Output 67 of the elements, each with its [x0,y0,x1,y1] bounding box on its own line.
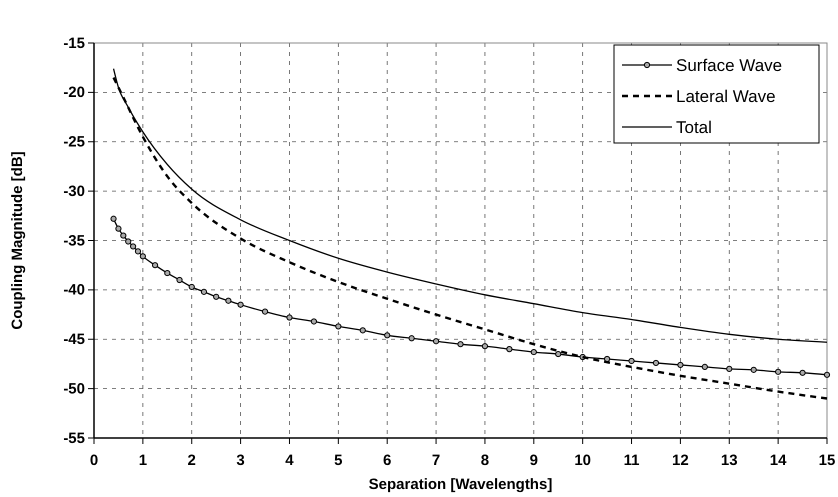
y-axis-title: Coupling Magnitude [dB] [9,151,26,330]
point [262,308,268,315]
x-tick-label: 6 [383,452,392,469]
y-tick-label: -40 [63,282,85,299]
x-tick-label: 12 [672,452,689,469]
x-tick-label: 4 [285,452,294,469]
y-tick-label: -15 [63,34,85,52]
point [152,262,158,268]
point [432,338,440,344]
y-tick-label: -35 [63,232,85,250]
point [125,238,132,245]
point [176,276,183,284]
y-tick-label: -55 [63,430,85,447]
point [457,341,464,348]
point [286,314,293,321]
x-tick-label: 10 [574,452,592,469]
x-tick-label: 5 [334,452,343,469]
x-tick-label: 7 [432,452,440,469]
y-tick-label: -45 [63,331,85,348]
point [677,362,684,368]
point [213,294,220,300]
y-tick-label: -20 [63,84,85,102]
point [555,350,562,358]
point [750,366,757,373]
x-axis-title: Separation [Wavelengths] [368,476,552,493]
point [164,270,170,276]
point [110,216,117,222]
y-tick-label: -30 [63,182,85,200]
point [225,298,232,304]
point [408,335,415,342]
point [200,288,208,295]
x-tick-label: 15 [818,452,836,469]
point [188,284,195,290]
point [506,346,512,352]
point [628,358,635,364]
point [120,232,126,239]
point [824,372,830,378]
x-tick-label: 14 [770,452,788,469]
point [799,370,806,376]
point [310,318,317,325]
legend-label: Total [676,118,712,137]
legend-label: Surface Wave [676,56,782,75]
point [775,368,782,375]
y-tick-label: -50 [63,380,85,398]
x-tick-label: 13 [720,452,738,469]
point [360,327,366,334]
point [130,243,136,250]
point [726,366,732,372]
point [335,323,342,330]
x-tick-label: 9 [530,452,538,469]
legend-label: Lateral Wave [676,87,776,106]
point [384,332,390,338]
point [482,343,488,350]
x-tick-label: 3 [236,452,245,469]
point [115,226,122,232]
point [238,302,244,308]
x-tick-label: 2 [188,452,196,469]
point [140,253,146,260]
y-tick-label: -25 [63,134,85,151]
point [702,364,708,370]
x-tick-label: 8 [480,452,490,469]
x-tick-label: 0 [90,452,98,469]
point [652,360,660,366]
x-tick-label: 11 [624,452,640,469]
point [530,348,537,356]
point [134,248,142,254]
x-tick-label: 1 [138,452,148,469]
